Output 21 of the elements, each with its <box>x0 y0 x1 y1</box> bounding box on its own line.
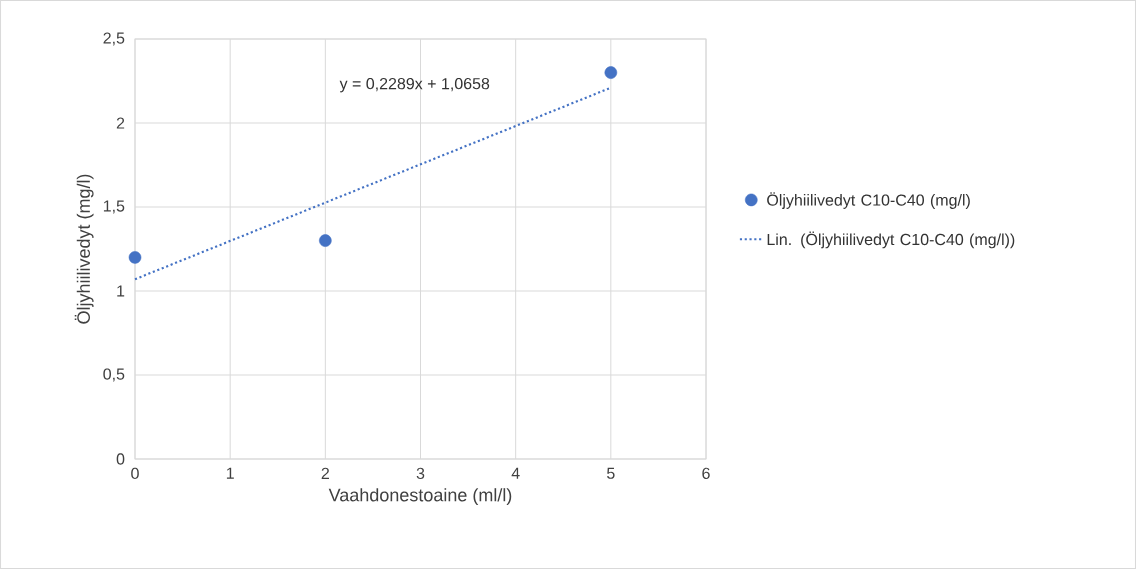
legend-label: Lin. (Öljyhiilivedyt C10-C40 (mg/l)) <box>767 231 1015 249</box>
y-tick-label: 1 <box>117 285 125 297</box>
y-tick-label: 1,5 <box>103 200 125 214</box>
y-axis-title: Öljyhiilivedyt (mg/l) <box>74 174 94 324</box>
y-tick-label: 0 <box>116 453 125 465</box>
legend-label: Öljyhiilivedyt C10-C40 (mg/l) <box>767 192 970 209</box>
y-tick-label: 2 <box>116 117 125 129</box>
point <box>604 66 618 79</box>
y-tick-label: 0,5 <box>103 368 125 382</box>
x-tick-label: 5 <box>607 467 615 479</box>
point <box>319 234 332 247</box>
y-tick-label: 2,5 <box>103 32 125 46</box>
point <box>128 251 142 264</box>
x-tick-label: 6 <box>702 467 710 480</box>
x-tick-label: 2 <box>321 467 329 479</box>
annotation: y = 0,2289x + 1,0658 <box>339 77 490 93</box>
x-tick-label: 4 <box>511 467 520 479</box>
x-tick-label: 1 <box>226 467 234 479</box>
x-tick-label: 0 <box>131 467 139 480</box>
x-tick-label: 3 <box>416 467 425 480</box>
x-axis-title: Vaahdonestoaine (ml/l) <box>328 488 512 505</box>
